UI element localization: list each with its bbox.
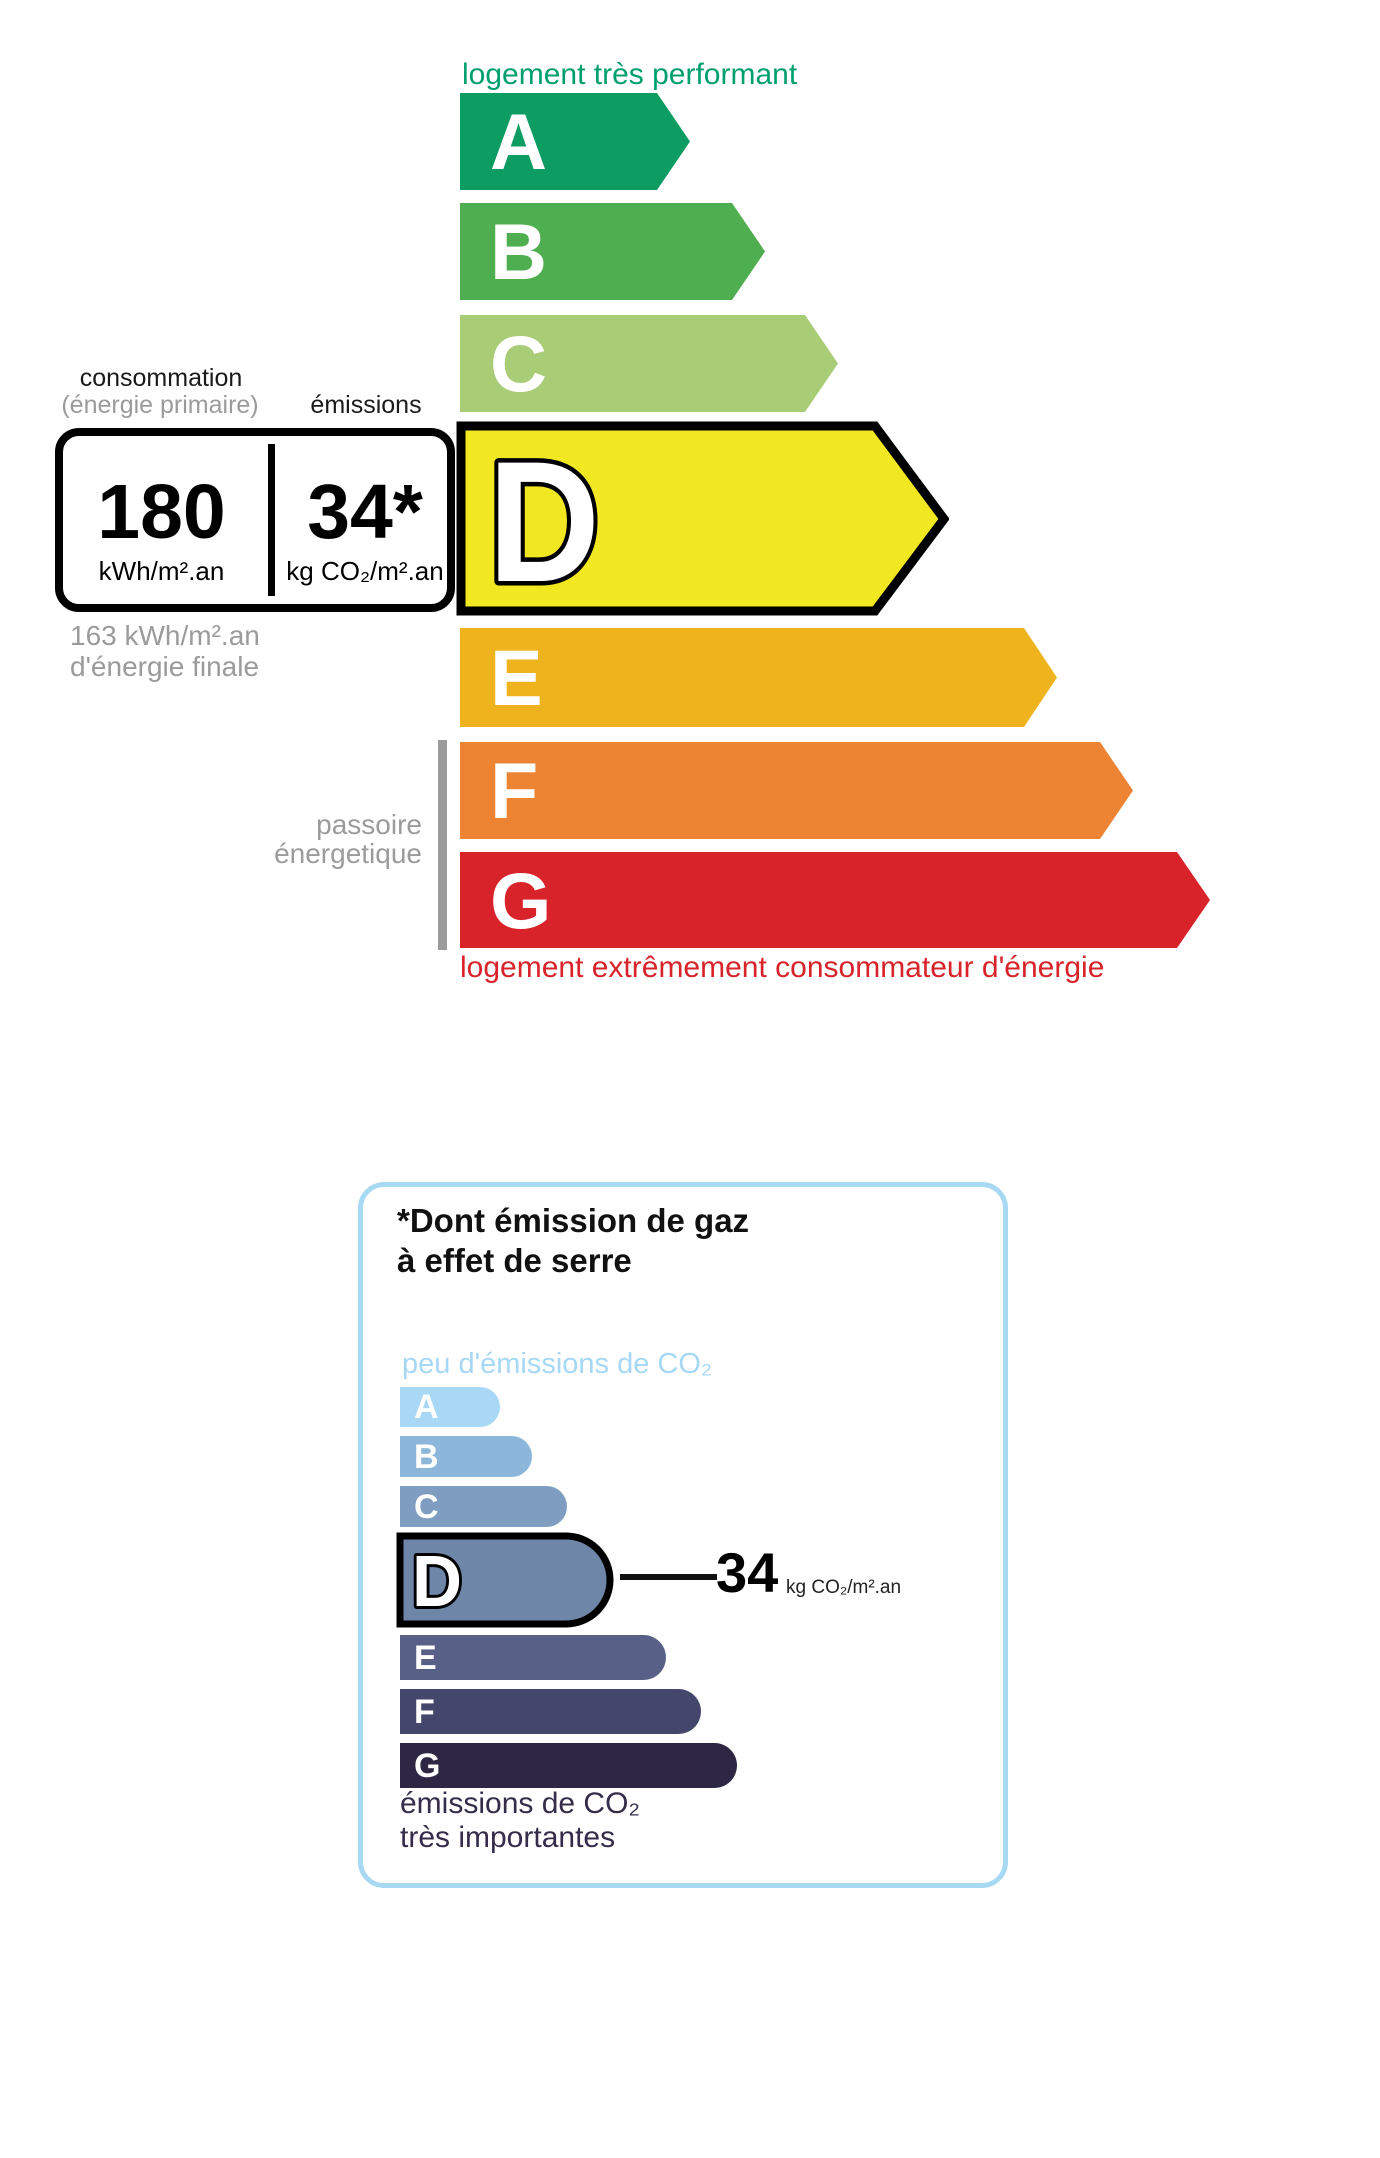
ges-value-leader-line [620, 1574, 717, 1580]
label-very-efficient: logement très performant [462, 58, 798, 91]
ges-class-d-bar-current: D [396, 1532, 614, 1628]
energy-class-a-letter: A [490, 97, 548, 186]
emissions-unit: kg CO₂/m².an [286, 556, 444, 586]
ges-class-g-letter: G [414, 1746, 441, 1785]
ges-class-c-letter: C [414, 1487, 439, 1526]
ges-class-d-letter: D [412, 1542, 462, 1622]
ges-caption-line1: émissions de CO₂ [400, 1787, 641, 1820]
ges-caption-line2: très importantes [400, 1821, 616, 1854]
ges-title-line2: à effet de serre [397, 1242, 632, 1279]
ges-class-f-letter: F [414, 1692, 435, 1731]
final-energy-note: 163 kWh/m².an d'énergie finale [70, 620, 260, 682]
ges-high-emissions-label: émissions de CO₂ très importantes [400, 1787, 640, 1855]
values-box-divider [268, 444, 275, 596]
ges-class-e-bar: E [400, 1635, 666, 1680]
energy-class-f-letter: F [490, 746, 539, 835]
emissions-value: 34* [307, 469, 423, 555]
values-box [55, 428, 455, 612]
ges-value-unit: kg CO₂/m².an [786, 1577, 902, 1598]
header-consumption: consommation [79, 364, 243, 392]
consumption-value: 180 [97, 469, 226, 555]
energy-class-a-arrow: A [460, 93, 690, 190]
ges-low-emissions-label: peu d'émissions de CO₂ [402, 1348, 713, 1380]
energy-sieve-label: passoire énergetique [162, 810, 422, 868]
energy-class-d-letter: D [488, 426, 600, 616]
ges-class-b-letter: B [414, 1437, 439, 1476]
ges-value: 34 [716, 1541, 779, 1604]
header-emissions: émissions [310, 391, 422, 419]
ges-class-a-bar: A [400, 1387, 500, 1427]
energy-sieve-line1: passoire [316, 809, 422, 840]
energy-class-c-letter: C [490, 319, 548, 408]
energy-class-b-letter: B [490, 207, 548, 296]
ges-class-b-bar: B [400, 1436, 532, 1477]
ges-title-line1: *Dont émission de gaz [397, 1202, 750, 1239]
header-primary-energy: (énergie primaire) [61, 391, 259, 419]
energy-class-e-letter: E [490, 633, 543, 722]
energy-class-f-arrow: F [460, 742, 1133, 839]
ges-class-a-letter: A [414, 1388, 439, 1426]
consumption-unit: kWh/m².an [98, 556, 225, 586]
ges-class-c-bar: C [400, 1486, 567, 1527]
energy-class-e-arrow: E [460, 628, 1057, 727]
label-very-consuming: logement extrêmement consommateur d'éner… [460, 951, 1105, 984]
energy-sieve-line2: énergetique [274, 838, 422, 869]
energy-class-d-arrow-current: D [456, 421, 949, 616]
energy-class-c-arrow: C [460, 315, 838, 412]
energy-class-g-letter: G [490, 855, 552, 945]
energy-class-g-arrow: G [460, 852, 1210, 948]
final-energy-line2: d'énergie finale [70, 651, 260, 682]
ges-class-f-bar: F [400, 1689, 701, 1734]
energy-class-b-arrow: B [460, 203, 765, 300]
final-energy-line1: 163 kWh/m².an [70, 620, 260, 651]
ges-title: *Dont émission de gaz à effet de serre [397, 1201, 749, 1281]
ges-class-e-letter: E [414, 1638, 437, 1677]
energy-sieve-bracket [438, 740, 447, 950]
ges-class-g-bar: G [400, 1743, 737, 1788]
